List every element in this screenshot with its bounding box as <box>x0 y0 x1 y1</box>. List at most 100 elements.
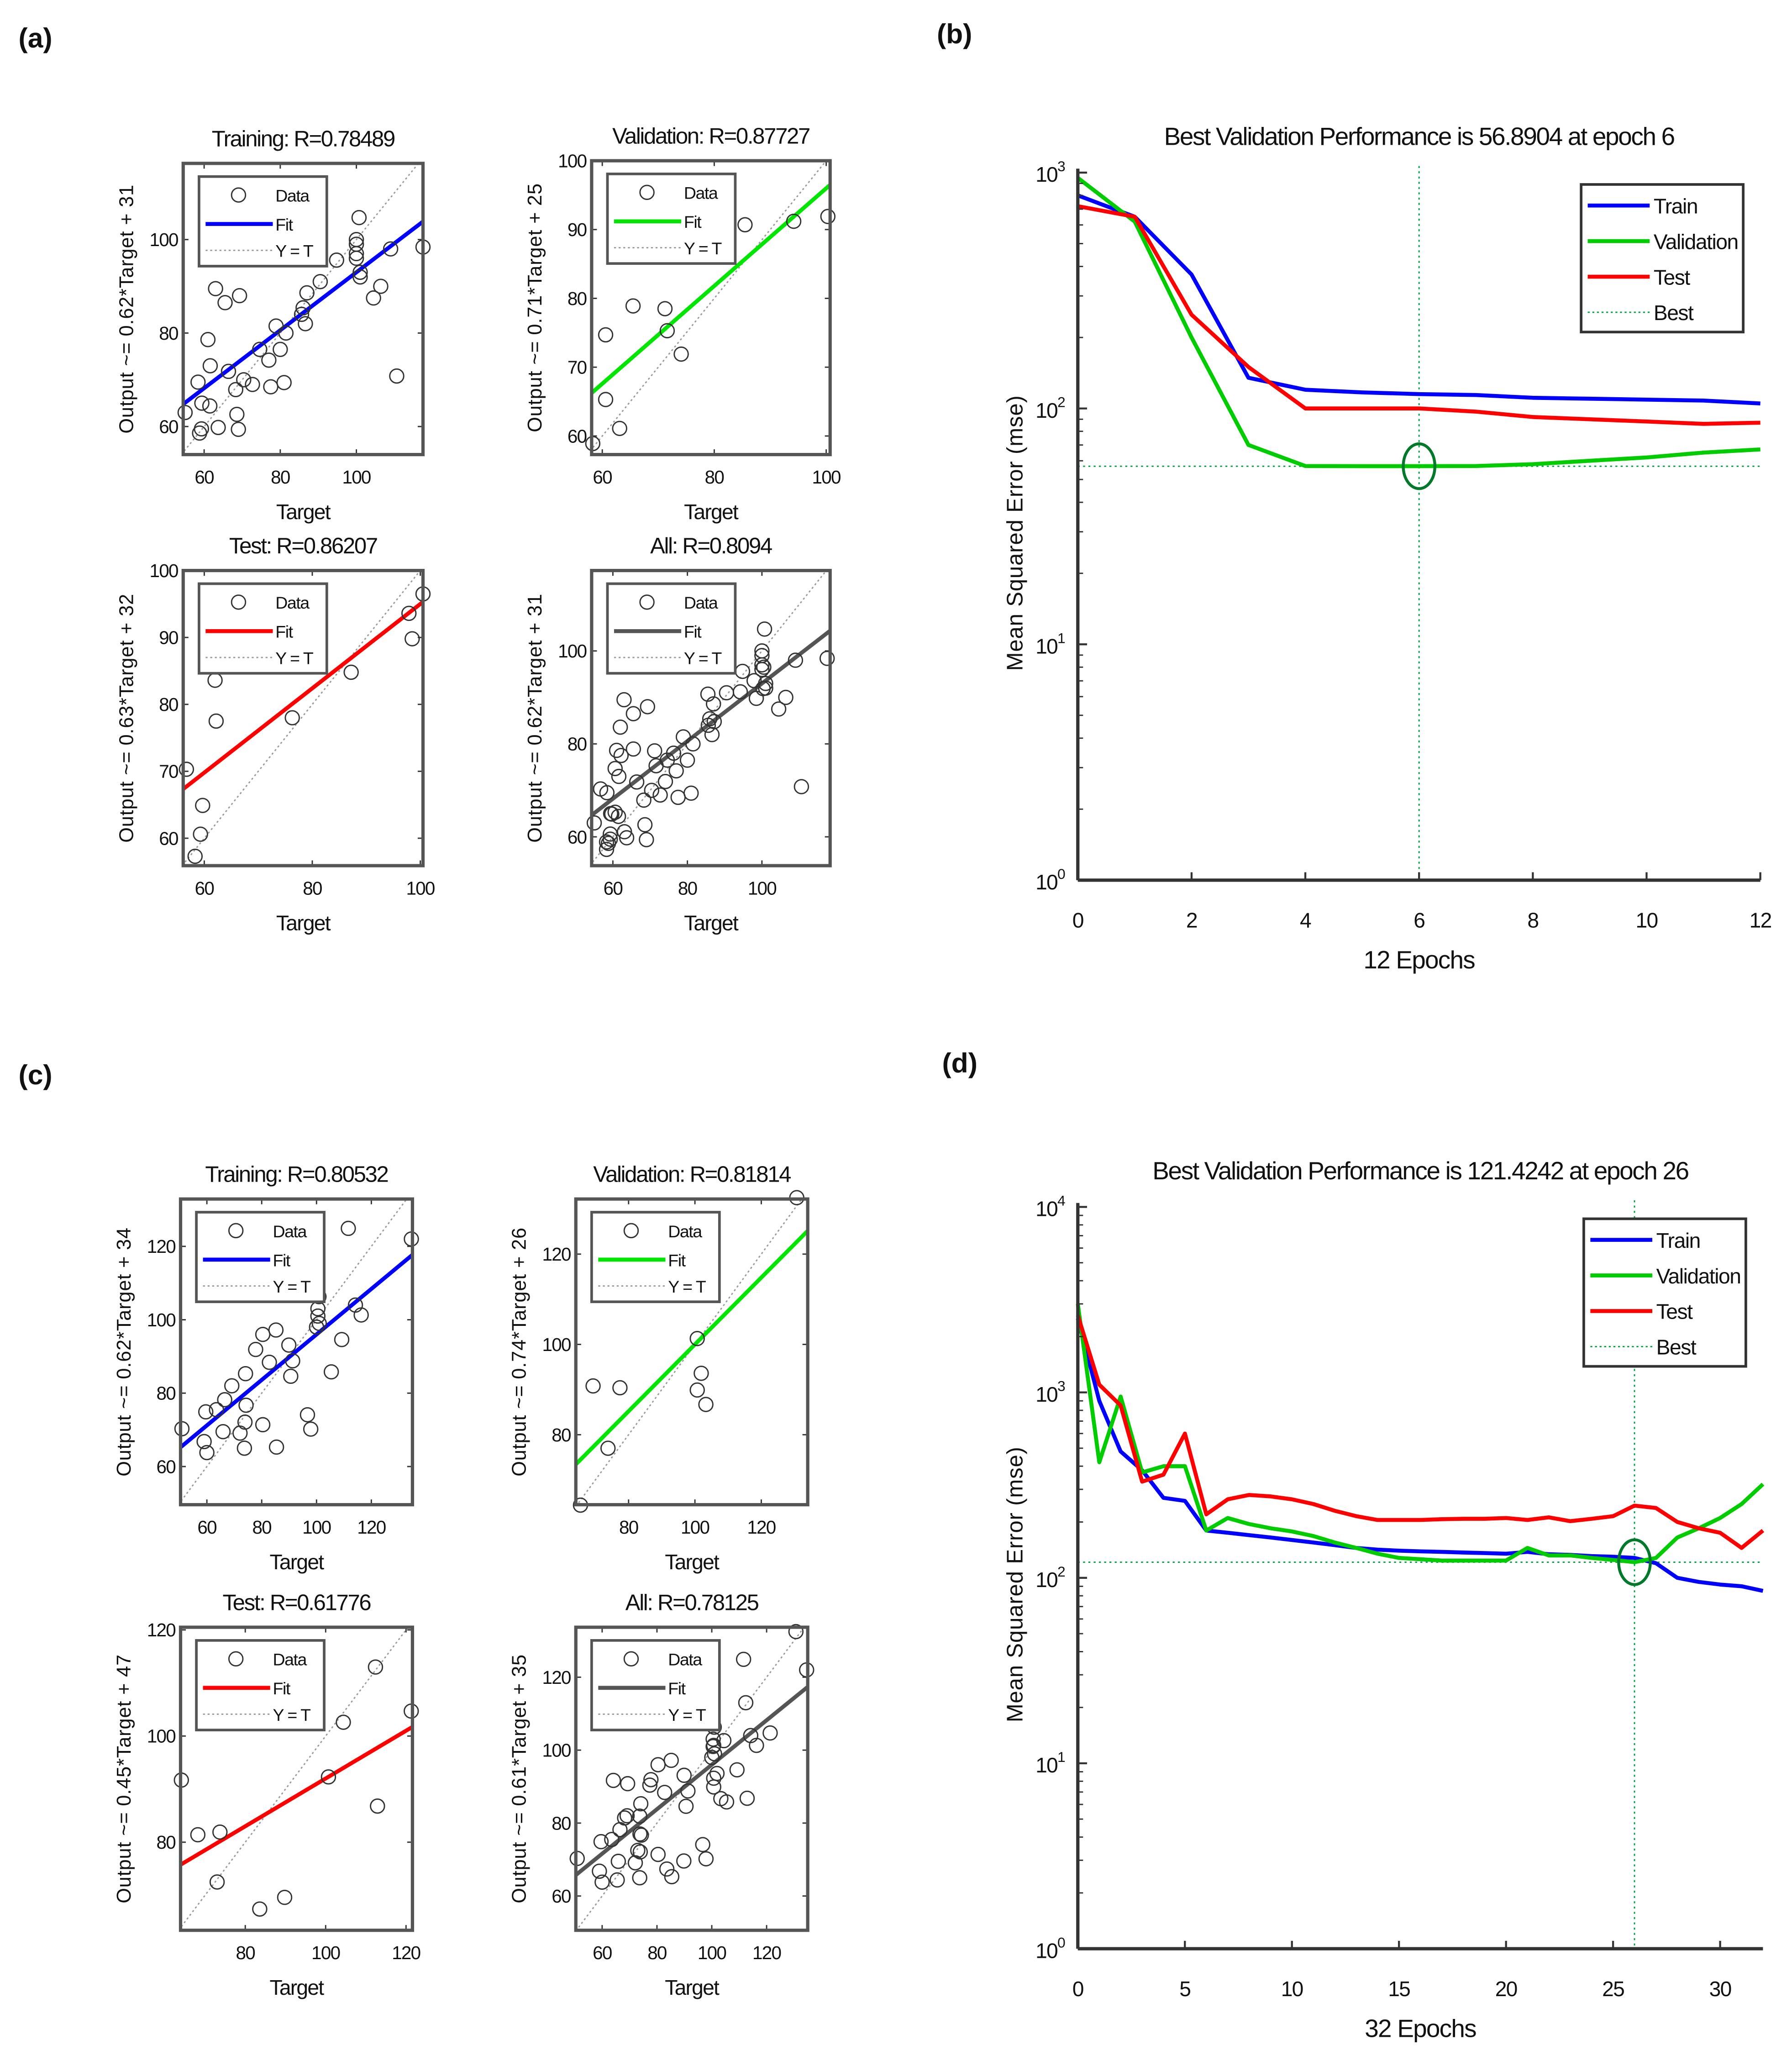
data-point <box>705 1731 721 1747</box>
data-point <box>321 1769 336 1785</box>
data-point <box>617 1810 632 1826</box>
y-axis-label: Mean Squared Error (mse) <box>1003 1446 1028 1722</box>
x-tick-label: 120 <box>752 1942 781 1963</box>
data-point <box>336 1714 351 1730</box>
legend-data-marker <box>228 1651 244 1667</box>
y-tick-label: 120 <box>147 1619 175 1640</box>
y-tick-label: 60 <box>159 416 178 437</box>
y-tick-exponent: 0 <box>1057 866 1065 882</box>
data-point <box>666 745 682 761</box>
legend: Data Fit Y = T <box>590 1639 721 1731</box>
y-tick-label: 60 <box>568 426 587 447</box>
data-point <box>605 1772 621 1788</box>
legend-box <box>606 173 737 265</box>
data-point <box>295 300 311 315</box>
data-point <box>625 706 641 721</box>
legend-box <box>590 1211 721 1304</box>
x-tick-label: 80 <box>252 1517 271 1538</box>
data-point <box>329 252 344 268</box>
data-point <box>261 352 277 368</box>
legend-data-marker <box>231 187 247 203</box>
data-point <box>609 742 625 758</box>
chart-title: Training: R=0.80532 <box>205 1162 388 1187</box>
legend-label: Data <box>668 1222 702 1241</box>
x-axis-label: Target <box>665 1976 720 1999</box>
data-point <box>706 714 722 730</box>
data-point <box>221 363 236 379</box>
chart-title: Best Validation Performance is 56.8904 a… <box>1164 122 1675 150</box>
x-tick-label: 120 <box>747 1517 775 1538</box>
data-point <box>202 398 218 414</box>
axes-box <box>179 1625 415 1932</box>
panel-label-c: (c) <box>19 1059 53 1090</box>
legend: Data Fit Y = T <box>195 1639 326 1731</box>
y-tick-label: 102 <box>1035 394 1065 422</box>
data-point <box>637 817 653 833</box>
x-tick-label: 15 <box>1388 1977 1410 2001</box>
data-point <box>716 1733 732 1749</box>
legend-label: Test <box>1656 1300 1693 1324</box>
data-point <box>702 711 718 727</box>
data-point <box>754 662 770 678</box>
chart-title: Best Validation Performance is 121.4242 … <box>1152 1157 1688 1185</box>
legend-box <box>1582 1217 1747 1368</box>
data-point <box>749 1738 764 1753</box>
data-point <box>373 279 389 294</box>
series-line-validation <box>1077 176 1760 468</box>
legend: Data Fit Y = T <box>606 582 737 675</box>
data-point <box>231 288 247 304</box>
y-tick-label: 100 <box>558 641 586 662</box>
y-tick-label: 102 <box>1035 1563 1065 1592</box>
legend-label: Train <box>1656 1229 1700 1252</box>
fit-line <box>591 183 830 394</box>
data-point <box>620 1776 636 1792</box>
data-point <box>192 425 207 441</box>
data-point <box>312 274 328 289</box>
data-point <box>283 1368 299 1384</box>
x-tick-label: 120 <box>392 1942 420 1963</box>
data-point <box>323 1364 339 1380</box>
legend-label: Train <box>1654 195 1697 218</box>
legend-data-marker <box>623 1223 639 1239</box>
legend-label: Data <box>668 1650 702 1669</box>
x-tick-label: 120 <box>357 1517 385 1538</box>
legend-data-marker <box>623 1651 639 1667</box>
data-point <box>263 379 279 394</box>
data-point <box>236 1440 252 1456</box>
data-point <box>659 323 675 339</box>
data-point <box>179 762 194 777</box>
data-point <box>659 1861 675 1877</box>
data-point <box>208 281 223 296</box>
data-point <box>262 1355 277 1370</box>
y-tick-label: 100 <box>558 151 586 172</box>
plot-content <box>576 1199 808 1505</box>
data-point <box>644 783 660 798</box>
chart-title: Training: R=0.78489 <box>212 126 394 151</box>
data-point <box>706 1738 721 1753</box>
legend-box <box>195 1639 326 1731</box>
data-point <box>310 1308 326 1324</box>
data-point <box>630 1843 646 1858</box>
data-point <box>285 1353 300 1369</box>
legend: Train Validation Test Best <box>1580 183 1745 334</box>
data-point <box>737 217 753 232</box>
y-tick-label: 100 <box>147 1726 175 1747</box>
data-point <box>278 325 294 341</box>
y-tick-label: 100 <box>1035 866 1065 894</box>
y-axis-label: Output ~= 0.45*Target + 47 <box>113 1654 135 1903</box>
x-tick-label: 0 <box>1072 1977 1083 2001</box>
x-axis-label: 12 Epochs <box>1363 946 1475 974</box>
data-point <box>405 631 420 647</box>
data-point <box>252 342 268 357</box>
series-line-test <box>1077 204 1760 426</box>
data-point <box>202 358 218 373</box>
data-point <box>647 743 662 759</box>
data-point <box>610 809 626 824</box>
data-point <box>640 699 656 715</box>
data-point <box>771 701 787 717</box>
data-point <box>607 761 623 776</box>
regression-plot-6: 80 100 120 80 100 120 Validation: R=0.81814 Tar… <box>509 1162 809 1574</box>
data-point <box>679 752 695 768</box>
axes-box <box>590 568 832 867</box>
